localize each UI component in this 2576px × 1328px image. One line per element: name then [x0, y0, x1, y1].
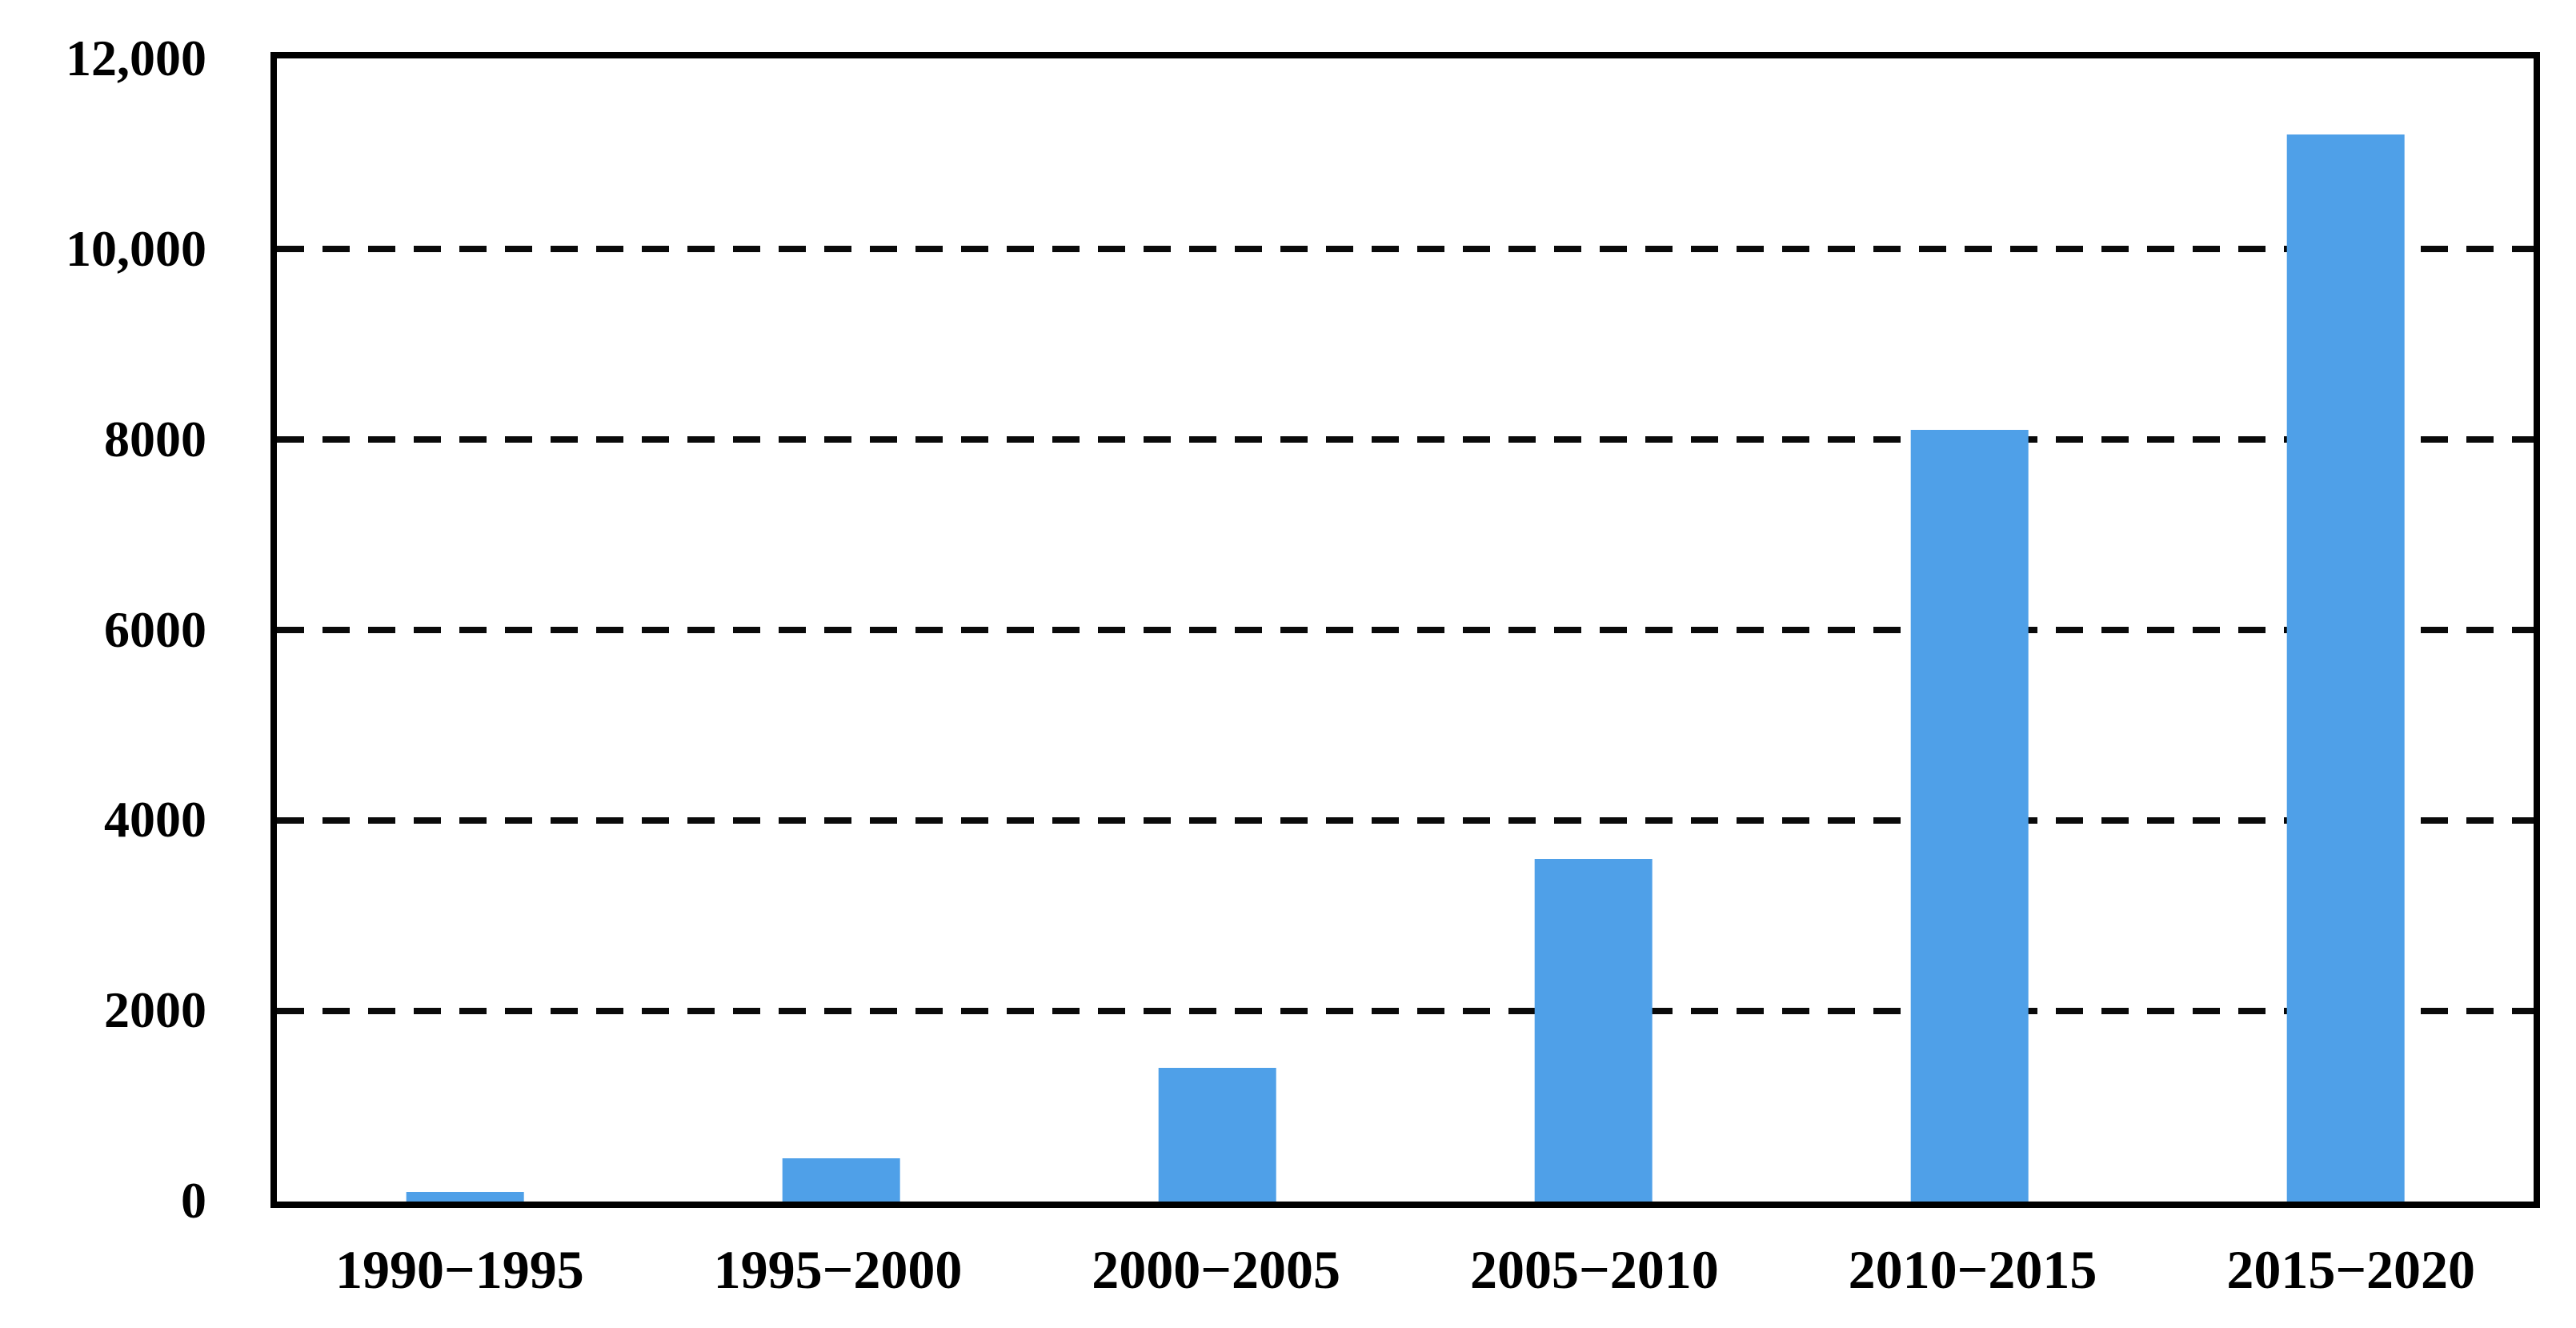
x-category-label: 1995−2000 — [713, 1239, 963, 1300]
gridline — [277, 627, 2534, 633]
x-category-label: 2005−2010 — [1469, 1239, 1719, 1300]
y-tick-label: 8000 — [104, 410, 206, 467]
bar-series — [277, 58, 2534, 1202]
plot-area — [270, 52, 2540, 1208]
y-axis-tick-labels: 0 2000 4000 6000 8000 10,000 12,000 — [0, 33, 206, 1226]
x-axis-category-labels: 1990−1995 1995−2000 2000−2005 2005−2010 2010… — [270, 1242, 2540, 1297]
x-category-label: 2010−2015 — [1848, 1239, 2097, 1300]
gridline — [277, 817, 2534, 824]
gridline — [277, 246, 2534, 252]
gridline — [277, 1008, 2534, 1014]
gridline — [277, 436, 2534, 443]
bar — [2286, 134, 2405, 1202]
y-tick-label: 10,000 — [66, 219, 206, 277]
bar — [406, 1192, 524, 1202]
gridline-layer — [277, 58, 2534, 1202]
x-category-label: 2015−2020 — [2226, 1239, 2476, 1300]
y-tick-label: 4000 — [104, 791, 206, 849]
bar — [1910, 430, 2029, 1202]
y-tick-label: 0 — [181, 1172, 206, 1229]
y-tick-label: 6000 — [104, 600, 206, 658]
x-category-label: 2000−2005 — [1092, 1239, 1341, 1300]
bar — [782, 1158, 900, 1202]
x-category-label: 1990−1995 — [335, 1239, 584, 1300]
bar — [1158, 1068, 1276, 1202]
y-tick-label: 12,000 — [66, 30, 206, 86]
bar — [1534, 858, 1653, 1202]
y-tick-label: 2000 — [104, 981, 206, 1039]
